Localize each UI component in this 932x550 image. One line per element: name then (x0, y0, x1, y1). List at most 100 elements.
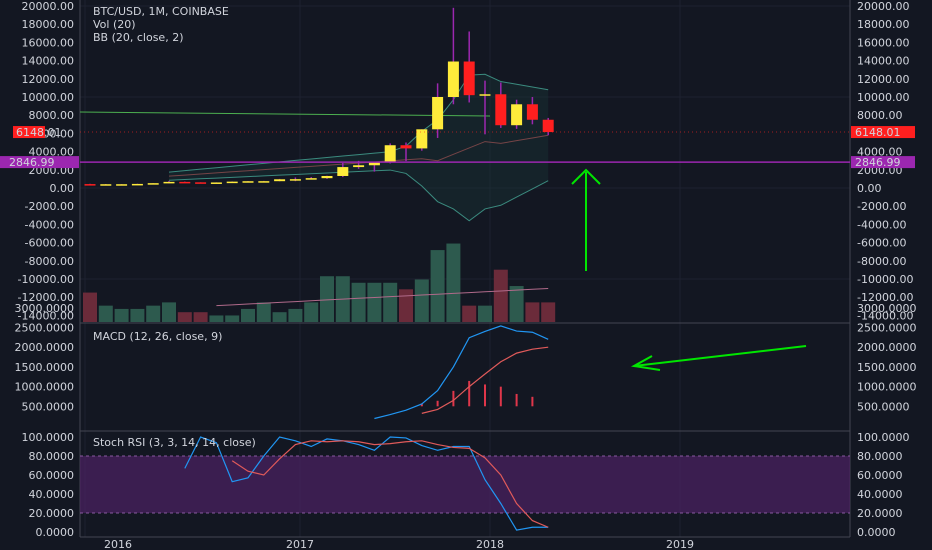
candle (526, 97, 538, 125)
volume-bar (304, 302, 319, 322)
time-tick: 2019 (666, 538, 694, 550)
candle-body (368, 161, 380, 166)
candle (258, 180, 270, 183)
candle-body (274, 179, 286, 182)
price-tick-left: 4000.00 (29, 146, 75, 159)
rsi-tick-left: 40.0000 (29, 488, 75, 501)
macd-tick-left: 2000.0000 (15, 341, 75, 354)
price-tick-right: -8000.00 (857, 255, 906, 268)
candle-body (479, 94, 491, 96)
rsi-tick-left: 0.0000 (36, 526, 75, 539)
price-tick-left: -6000.00 (25, 237, 74, 250)
candle-body (400, 145, 412, 149)
candle-body (416, 129, 428, 149)
volume-bar (288, 308, 303, 322)
rsi-tick-right: 0.0000 (857, 526, 896, 539)
volume-legend[interactable]: Vol (20) (93, 18, 136, 31)
candle-body (116, 184, 128, 186)
volume-bar (462, 305, 477, 322)
price-tick-left: -14000.00 (18, 309, 74, 322)
candle (84, 183, 96, 186)
candle-body (258, 181, 270, 183)
rsi-tick-left: 60.0000 (29, 469, 75, 482)
price-tick-right: -6000.00 (857, 237, 906, 250)
price-tick-right: -12000.00 (857, 291, 913, 304)
rsi-tick-left: 20.0000 (29, 507, 75, 520)
bb-upper (168, 73, 549, 173)
candle (400, 142, 412, 162)
macd-tick-left: 1000.0000 (15, 381, 75, 394)
volume-bar (446, 243, 461, 322)
candle (463, 31, 475, 103)
price-tick-right: 20000.00 (857, 0, 910, 13)
rsi-tick-right: 100.0000 (857, 431, 910, 444)
candle (416, 129, 428, 151)
volume-bar (114, 308, 129, 322)
macd-tick-right: 2000.0000 (857, 341, 917, 354)
price-tick-left: -10000.00 (18, 273, 74, 286)
candle (210, 182, 222, 184)
macd-arrow-head (630, 355, 661, 371)
volume-bar (256, 302, 271, 322)
volume-bar (478, 305, 492, 322)
candle (321, 175, 333, 179)
price-tick-left: 8000.00 (29, 109, 75, 122)
candle-body (305, 178, 317, 180)
price-tick-right: 8000.00 (857, 109, 903, 122)
price-tick-right: -4000.00 (857, 218, 906, 231)
candle (384, 143, 396, 164)
candle (479, 80, 491, 135)
candle (147, 183, 159, 185)
candle (432, 83, 444, 138)
stoch-rsi-band (80, 456, 850, 513)
price-tick-right: -14000.00 (857, 309, 913, 322)
candle-body (432, 97, 444, 130)
volume-bar (541, 302, 556, 322)
price-tick-left: 16000.00 (22, 36, 75, 49)
price-tick-right: 10000.00 (857, 91, 910, 104)
last-price-tag-right-bg (851, 126, 915, 139)
hline-tag-left-bg (0, 156, 79, 169)
candle-body (353, 165, 365, 168)
rsi-tick-right: 80.0000 (857, 450, 903, 463)
time-tick: 2018 (476, 538, 504, 550)
candle-body (100, 184, 112, 186)
candle (511, 99, 523, 129)
price-tick-left: 0.00 (50, 182, 75, 195)
stoch-rsi-legend[interactable]: Stoch RSI (3, 3, 14, 14, close) (93, 436, 256, 449)
candle (131, 183, 143, 186)
candle (368, 161, 380, 172)
price-tick-right: -10000.00 (857, 273, 913, 286)
macd-legend[interactable]: MACD (12, 26, close, 9) (93, 330, 223, 343)
symbol-title[interactable]: BTC/USD, 1M, COINBASE (93, 5, 229, 18)
rsi-tick-right: 20.0000 (857, 507, 903, 520)
macd-tick-right: 1000.0000 (857, 381, 917, 394)
candle-body (321, 175, 333, 179)
macd-tick-right: 2500.0000 (857, 322, 917, 335)
bb-lower (168, 169, 549, 222)
candle (226, 181, 238, 184)
stoch-k-line (184, 436, 549, 531)
price-tick-right: 16000.00 (857, 36, 910, 49)
candle-body (84, 184, 96, 186)
candle (495, 82, 507, 128)
volume-bar (162, 302, 176, 322)
stoch-d-line (231, 440, 549, 528)
rsi-tick-right: 60.0000 (857, 469, 903, 482)
price-tick-left: 10000.00 (22, 91, 75, 104)
macd-line (374, 325, 549, 420)
price-tick-left: -8000.00 (25, 255, 74, 268)
macd-tick-right: 500.0000 (857, 400, 910, 413)
price-tick-right: 18000.00 (857, 18, 910, 31)
bb-legend[interactable]: BB (20, close, 2) (93, 31, 184, 44)
volume-bar (525, 302, 540, 322)
rsi-tick-right: 40.0000 (857, 488, 903, 501)
candle-body (147, 183, 159, 185)
candle (163, 180, 175, 184)
candle-body (384, 145, 396, 162)
volume-bar (272, 312, 287, 322)
candle-body (447, 61, 459, 97)
volume-bar (430, 250, 445, 322)
volume-bar (177, 312, 192, 322)
